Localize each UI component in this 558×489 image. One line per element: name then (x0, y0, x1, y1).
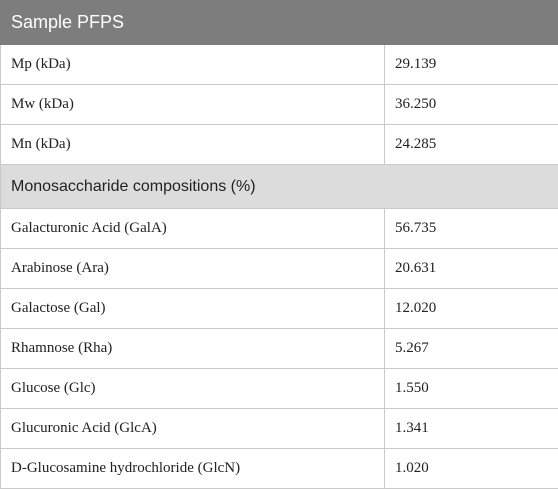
row-label: Mw (kDa) (1, 85, 385, 125)
row-value: 36.250 (385, 85, 558, 125)
row-value: 56.735 (385, 209, 558, 249)
table-row: Galacturonic Acid (GalA) 56.735 (1, 209, 558, 249)
table-header-row: Sample PFPS (1, 1, 558, 45)
section-header-row: Monosaccharide compositions (%) (1, 165, 558, 209)
row-label: Galactose (Gal) (1, 289, 385, 329)
row-label: Glucuronic Acid (GlcA) (1, 409, 385, 449)
row-value: 24.285 (385, 125, 558, 165)
row-label: Rhamnose (Rha) (1, 329, 385, 369)
row-value: 20.631 (385, 249, 558, 289)
table-row: Rhamnose (Rha) 5.267 (1, 329, 558, 369)
row-label: Mp (kDa) (1, 45, 385, 85)
table-row: Arabinose (Ara) 20.631 (1, 249, 558, 289)
table-row: Galactose (Gal) 12.020 (1, 289, 558, 329)
table-row: Mn (kDa) 24.285 (1, 125, 558, 165)
row-label: Arabinose (Ara) (1, 249, 385, 289)
row-value: 5.267 (385, 329, 558, 369)
row-value: 29.139 (385, 45, 558, 85)
row-label: Mn (kDa) (1, 125, 385, 165)
table-row: Glucose (Glc) 1.550 (1, 369, 558, 409)
row-value: 1.341 (385, 409, 558, 449)
table-row: Glucuronic Acid (GlcA) 1.341 (1, 409, 558, 449)
row-value: 12.020 (385, 289, 558, 329)
row-label: Glucose (Glc) (1, 369, 385, 409)
table-row: Mw (kDa) 36.250 (1, 85, 558, 125)
row-label: Galacturonic Acid (GalA) (1, 209, 385, 249)
section-title: Monosaccharide compositions (%) (1, 165, 558, 209)
row-value: 1.550 (385, 369, 558, 409)
table-header: Sample PFPS (1, 1, 558, 45)
row-value: 1.020 (385, 449, 558, 489)
table-row: D-Glucosamine hydrochloride (GlcN) 1.020 (1, 449, 558, 489)
row-label: D-Glucosamine hydrochloride (GlcN) (1, 449, 385, 489)
table-row: Mp (kDa) 29.139 (1, 45, 558, 85)
